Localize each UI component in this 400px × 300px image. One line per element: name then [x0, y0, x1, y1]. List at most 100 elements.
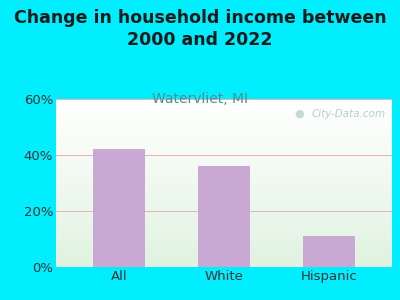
- Bar: [56, 169, 392, 171]
- Bar: [56, 182, 392, 183]
- Bar: [56, 246, 392, 247]
- Bar: [56, 248, 392, 249]
- Bar: [56, 213, 392, 214]
- Bar: [56, 228, 392, 229]
- Bar: [56, 195, 392, 196]
- Bar: [56, 188, 392, 189]
- Bar: [56, 99, 392, 100]
- Bar: [56, 101, 392, 102]
- Bar: [56, 152, 392, 153]
- Bar: [56, 244, 392, 246]
- Bar: [56, 130, 392, 131]
- Bar: [56, 116, 392, 117]
- Bar: [56, 204, 392, 206]
- Bar: [56, 154, 392, 155]
- Bar: [56, 210, 392, 211]
- Bar: [56, 206, 392, 208]
- Bar: [56, 254, 392, 255]
- Bar: [56, 158, 392, 160]
- Bar: [56, 218, 392, 219]
- Bar: [56, 167, 392, 168]
- Bar: [56, 224, 392, 226]
- Bar: [56, 235, 392, 236]
- Bar: [56, 199, 392, 200]
- Bar: [56, 258, 392, 259]
- Bar: [56, 163, 392, 164]
- Bar: [56, 124, 392, 125]
- Bar: [56, 106, 392, 107]
- Bar: [56, 220, 392, 221]
- Bar: [56, 186, 392, 188]
- Bar: [56, 164, 392, 165]
- Bar: [56, 214, 392, 215]
- Bar: [56, 242, 392, 244]
- Bar: [56, 222, 392, 223]
- Bar: [56, 201, 392, 202]
- Bar: [93, 149, 145, 267]
- Bar: [56, 133, 392, 134]
- Bar: [56, 175, 392, 176]
- Bar: [56, 221, 392, 222]
- Bar: [56, 156, 392, 157]
- Bar: [56, 202, 392, 203]
- Bar: [56, 108, 392, 109]
- Bar: [56, 105, 392, 106]
- Bar: [56, 236, 392, 237]
- Bar: [56, 138, 392, 139]
- Bar: [56, 100, 392, 101]
- Bar: [56, 178, 392, 180]
- Bar: [56, 166, 392, 167]
- Bar: [56, 102, 392, 104]
- Bar: [56, 257, 392, 258]
- Bar: [56, 255, 392, 256]
- Bar: [56, 172, 392, 173]
- Bar: [56, 250, 392, 251]
- Bar: [56, 146, 392, 147]
- Bar: [56, 232, 392, 233]
- Bar: [56, 127, 392, 128]
- Bar: [56, 131, 392, 133]
- Bar: [56, 181, 392, 182]
- Bar: [56, 208, 392, 209]
- Bar: [56, 144, 392, 145]
- Bar: [56, 120, 392, 122]
- Bar: [56, 160, 392, 162]
- Bar: [56, 168, 392, 169]
- Bar: [56, 261, 392, 262]
- Bar: [56, 112, 392, 114]
- Bar: [56, 111, 392, 112]
- Bar: [56, 247, 392, 248]
- Bar: [56, 217, 392, 218]
- Bar: [56, 148, 392, 149]
- Bar: [56, 215, 392, 217]
- Bar: [303, 236, 355, 267]
- Bar: [56, 203, 392, 204]
- Bar: [56, 240, 392, 241]
- Bar: [56, 125, 392, 126]
- Bar: [56, 259, 392, 260]
- Bar: [56, 229, 392, 230]
- Bar: [56, 194, 392, 195]
- Bar: [56, 139, 392, 140]
- Text: City-Data.com: City-Data.com: [311, 109, 385, 119]
- Bar: [56, 256, 392, 257]
- Bar: [56, 145, 392, 146]
- Bar: [56, 233, 392, 235]
- Bar: [56, 162, 392, 163]
- Bar: [56, 157, 392, 158]
- Bar: [56, 211, 392, 212]
- Text: Change in household income between
2000 and 2022: Change in household income between 2000 …: [14, 9, 386, 49]
- Bar: [56, 227, 392, 228]
- Bar: [56, 147, 392, 148]
- Bar: [56, 183, 392, 184]
- Bar: [56, 231, 392, 232]
- Bar: [56, 241, 392, 242]
- Bar: [56, 103, 392, 105]
- Bar: [56, 200, 392, 201]
- Bar: [56, 184, 392, 185]
- Bar: [56, 237, 392, 238]
- Text: ●: ●: [294, 109, 304, 119]
- Bar: [56, 155, 392, 156]
- Bar: [198, 166, 250, 267]
- Bar: [56, 174, 392, 175]
